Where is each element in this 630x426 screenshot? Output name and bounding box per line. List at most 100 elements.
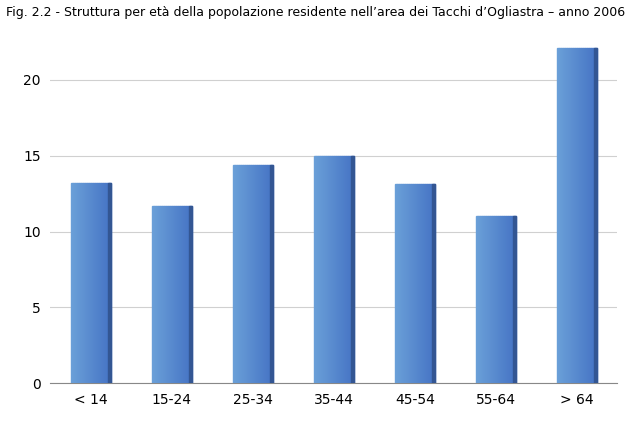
Bar xyxy=(314,155,316,383)
Bar xyxy=(587,48,589,383)
Bar xyxy=(109,183,111,383)
Bar xyxy=(249,165,251,383)
Bar xyxy=(190,206,192,383)
Bar xyxy=(156,206,158,383)
Bar xyxy=(579,48,581,383)
Bar xyxy=(176,206,178,383)
Bar xyxy=(569,48,571,383)
Bar xyxy=(182,206,184,383)
Bar xyxy=(559,48,561,383)
Bar xyxy=(79,183,81,383)
Bar xyxy=(577,48,579,383)
Bar xyxy=(567,48,569,383)
Bar xyxy=(271,165,273,383)
Bar xyxy=(421,184,423,383)
Bar xyxy=(591,48,593,383)
Bar xyxy=(174,206,176,383)
Bar xyxy=(105,183,107,383)
Bar xyxy=(413,184,415,383)
Bar xyxy=(158,206,160,383)
Bar xyxy=(180,206,182,383)
Bar xyxy=(594,48,597,383)
Bar xyxy=(189,206,192,383)
Bar xyxy=(326,155,328,383)
Bar xyxy=(324,155,326,383)
Bar xyxy=(504,216,506,383)
Bar xyxy=(486,216,488,383)
Bar xyxy=(561,48,563,383)
Bar xyxy=(488,216,490,383)
Bar xyxy=(188,206,190,383)
Bar xyxy=(498,216,500,383)
Bar xyxy=(404,184,407,383)
Bar xyxy=(581,48,583,383)
Bar xyxy=(243,165,245,383)
Bar xyxy=(423,184,425,383)
Bar xyxy=(170,206,172,383)
Bar xyxy=(85,183,87,383)
Bar xyxy=(417,184,419,383)
Bar xyxy=(241,165,243,383)
Bar xyxy=(476,216,478,383)
Bar xyxy=(164,206,166,383)
Bar xyxy=(178,206,180,383)
Bar xyxy=(490,216,492,383)
Bar xyxy=(172,206,174,383)
Bar xyxy=(403,184,404,383)
Bar xyxy=(510,216,512,383)
Bar xyxy=(513,216,516,383)
Bar xyxy=(253,165,255,383)
Bar xyxy=(81,183,83,383)
Bar xyxy=(350,155,352,383)
Bar xyxy=(152,206,154,383)
Bar xyxy=(93,183,95,383)
Bar xyxy=(427,184,429,383)
Bar xyxy=(557,48,559,383)
Bar xyxy=(257,165,259,383)
Bar xyxy=(397,184,399,383)
Bar xyxy=(425,184,427,383)
Bar xyxy=(261,165,263,383)
Bar xyxy=(99,183,101,383)
Bar xyxy=(348,155,350,383)
Bar xyxy=(71,183,72,383)
Bar xyxy=(154,206,156,383)
Bar xyxy=(334,155,336,383)
Bar xyxy=(263,165,265,383)
Bar xyxy=(432,184,435,383)
Bar xyxy=(512,216,514,383)
Bar xyxy=(340,155,342,383)
Bar xyxy=(407,184,409,383)
Bar xyxy=(338,155,340,383)
Bar xyxy=(97,183,99,383)
Bar xyxy=(411,184,413,383)
Bar xyxy=(394,184,397,383)
Bar xyxy=(415,184,417,383)
Bar xyxy=(399,184,401,383)
Bar xyxy=(583,48,585,383)
Bar xyxy=(433,184,435,383)
Bar xyxy=(346,155,348,383)
Bar xyxy=(89,183,91,383)
Bar xyxy=(162,206,164,383)
Bar xyxy=(342,155,344,383)
Bar xyxy=(184,206,186,383)
Bar xyxy=(571,48,573,383)
Bar xyxy=(103,183,105,383)
Bar xyxy=(351,155,354,383)
Bar xyxy=(595,48,597,383)
Bar xyxy=(75,183,77,383)
Bar xyxy=(316,155,318,383)
Bar xyxy=(332,155,334,383)
Bar xyxy=(344,155,346,383)
Bar xyxy=(160,206,162,383)
Bar xyxy=(429,184,431,383)
Bar xyxy=(330,155,332,383)
Bar xyxy=(255,165,257,383)
Bar xyxy=(267,165,269,383)
Text: Fig. 2.2 - Struttura per età della popolazione residente nell’area dei Tacchi d’: Fig. 2.2 - Struttura per età della popol… xyxy=(6,6,626,20)
Bar xyxy=(479,216,482,383)
Bar xyxy=(186,206,188,383)
Bar xyxy=(575,48,577,383)
Bar xyxy=(502,216,504,383)
